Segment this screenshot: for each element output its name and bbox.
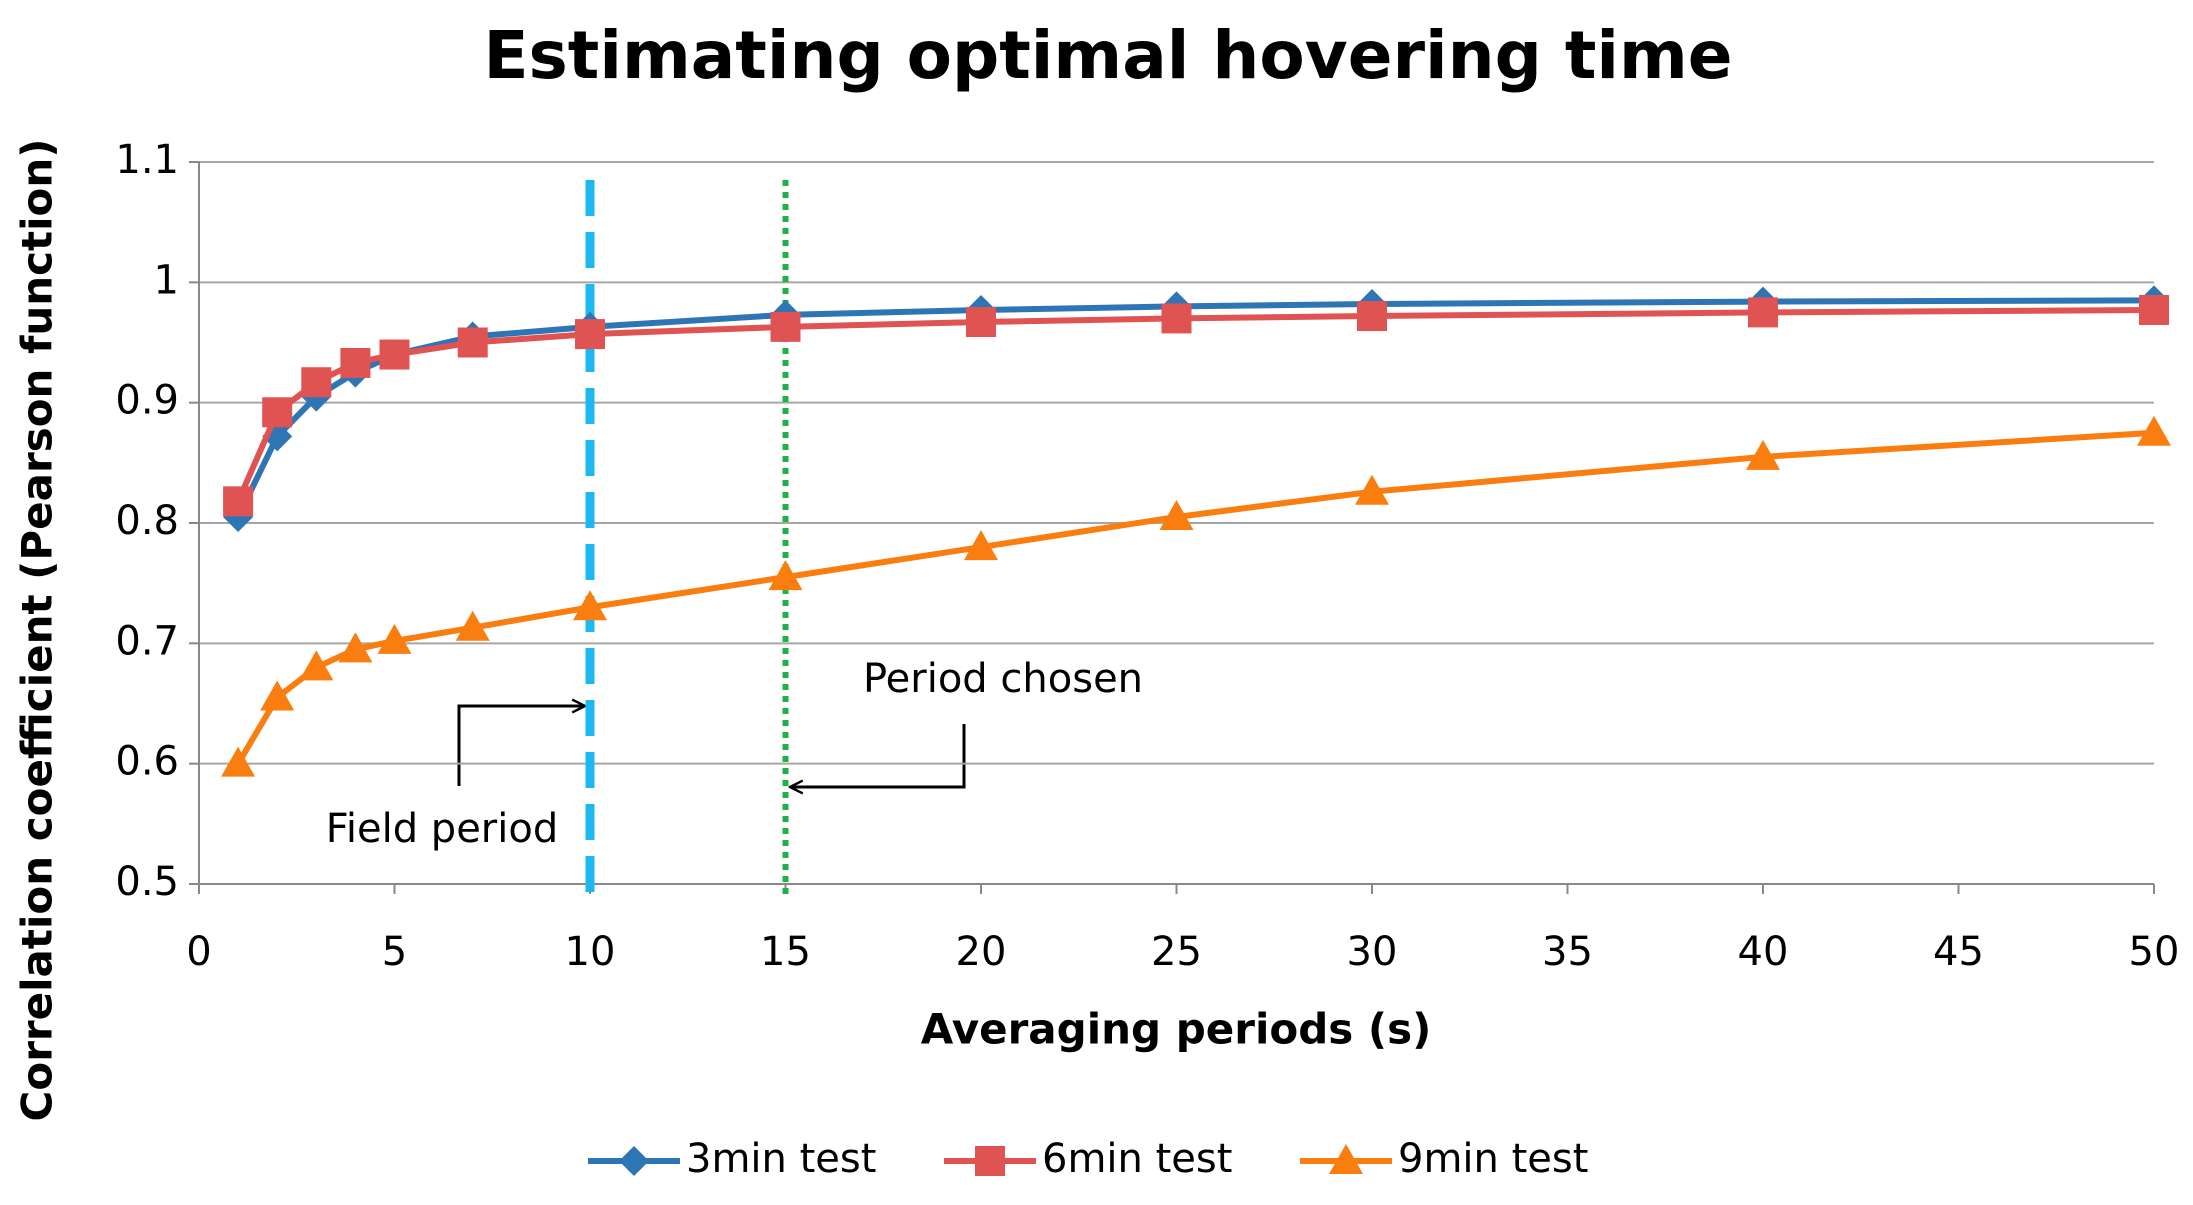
marker bbox=[975, 1146, 1005, 1176]
legend-item: 9min test bbox=[1300, 1136, 1588, 1182]
marker bbox=[340, 347, 371, 378]
legend-label: 6min test bbox=[1042, 1136, 1232, 1182]
marker bbox=[573, 590, 607, 621]
x-tick-label: 0 bbox=[186, 929, 211, 975]
x-tick-label: 15 bbox=[760, 929, 811, 975]
series-line bbox=[235, 429, 2155, 766]
marker bbox=[1161, 303, 1192, 334]
marker bbox=[221, 746, 256, 777]
marker bbox=[455, 610, 490, 641]
series-line bbox=[235, 307, 2155, 503]
annotation-arrow bbox=[457, 706, 585, 786]
annotation: Field period bbox=[326, 806, 558, 852]
legend-item: 6min test bbox=[944, 1136, 1232, 1182]
marker bbox=[262, 397, 293, 428]
marker bbox=[2137, 415, 2171, 446]
x-tick-label: 10 bbox=[565, 929, 616, 975]
y-tick-label: 0.6 bbox=[115, 739, 179, 785]
y-tick-label: 0.9 bbox=[115, 378, 179, 424]
x-tick-label: 25 bbox=[1151, 929, 1202, 975]
x-tick-label: 30 bbox=[1347, 929, 1398, 975]
x-tick-label: 5 bbox=[382, 929, 407, 975]
x-tick-label: 35 bbox=[1542, 929, 1593, 975]
x-tick-label: 40 bbox=[1738, 929, 1789, 975]
annotation: Period chosen bbox=[863, 656, 1143, 702]
marker bbox=[338, 632, 373, 663]
marker bbox=[770, 311, 801, 342]
y-axis-label: Correlation coefficient (Pearson functio… bbox=[13, 139, 62, 1122]
legend-item: 3min test bbox=[588, 1136, 876, 1182]
marker bbox=[223, 486, 254, 517]
marker bbox=[575, 319, 605, 350]
y-tick-label: 1 bbox=[154, 257, 179, 303]
marker bbox=[260, 680, 295, 711]
x-tick-label: 20 bbox=[956, 929, 1007, 975]
marker bbox=[1357, 301, 1387, 332]
marker bbox=[377, 623, 412, 654]
series-line bbox=[235, 297, 2155, 519]
x-axis-label: Averaging periods (s) bbox=[921, 1005, 1432, 1054]
marker bbox=[2139, 295, 2169, 326]
marker bbox=[457, 327, 488, 358]
y-tick-label: 0.7 bbox=[115, 618, 179, 664]
annotation-arrow bbox=[790, 724, 966, 787]
marker bbox=[619, 1146, 649, 1176]
legend-label: 9min test bbox=[1398, 1136, 1588, 1182]
marker bbox=[1329, 1144, 1363, 1174]
x-tick-label: 50 bbox=[2129, 929, 2180, 975]
grid bbox=[199, 161, 2154, 885]
marker bbox=[1746, 439, 1780, 470]
marker bbox=[964, 530, 998, 561]
marker bbox=[301, 367, 332, 398]
marker bbox=[1748, 297, 1778, 328]
y-tick-label: 0.5 bbox=[115, 859, 179, 905]
x-tick-label: 45 bbox=[1933, 929, 1984, 975]
marker bbox=[768, 560, 803, 591]
marker bbox=[1159, 499, 1194, 530]
y-tick-label: 0.8 bbox=[115, 498, 179, 544]
marker bbox=[299, 650, 334, 681]
marker bbox=[1355, 474, 1389, 505]
marker bbox=[966, 307, 996, 338]
chart-title: Estimating optimal hovering time bbox=[483, 17, 1732, 94]
y-tick-label: 1.1 bbox=[115, 137, 179, 183]
legend-label: 3min test bbox=[686, 1136, 876, 1182]
marker bbox=[379, 339, 410, 370]
